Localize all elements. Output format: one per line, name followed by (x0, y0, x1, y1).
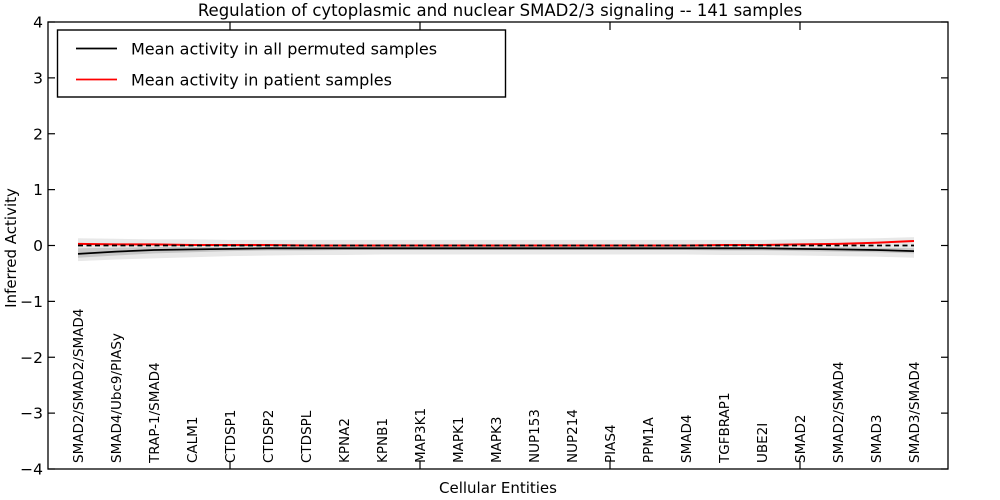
x-tick-label: MAP3K1 (413, 408, 429, 463)
y-tick-label: 1 (33, 181, 43, 199)
y-tick-label: 2 (33, 125, 43, 143)
x-tick-label: SMAD2/SMAD2/SMAD4 (71, 309, 87, 463)
x-tick-label: TRAP-1/SMAD4 (147, 362, 163, 464)
x-tick-label: MAPK3 (489, 417, 505, 463)
x-tick-label: CTDSP1 (223, 410, 239, 463)
x-tick-label: SMAD3/SMAD4 (907, 362, 923, 463)
x-tick-label: SMAD2 (793, 415, 809, 463)
x-tick-label: SMAD3 (869, 415, 885, 463)
legend-label-permuted: Mean activity in all permuted samples (131, 40, 437, 59)
y-tick-label: −1 (20, 293, 43, 311)
x-tick-label: NUP153 (527, 409, 543, 463)
y-tick-label: 4 (33, 14, 43, 32)
x-tick-label: KPNA2 (337, 418, 353, 463)
x-tick-label: SMAD4 (679, 415, 695, 463)
x-tick-label: CTDSP2 (261, 410, 277, 463)
x-tick-label: UBE2I (755, 423, 771, 463)
y-axis-label: Inferred Activity (2, 188, 20, 308)
chart-title: Regulation of cytoplasmic and nuclear SM… (198, 1, 802, 20)
x-tick-label: SMAD2/SMAD4 (831, 362, 847, 463)
axis-tick-labels: 4 3 2 1 0 −1 −2 −3 −4 SMAD2/SMAD2/SMAD4 SMAD4/Ubc9… (20, 14, 923, 479)
y-tick-label: 3 (33, 69, 43, 87)
series-line-0 (77, 247, 915, 255)
x-tick-label: TGFBRAP1 (717, 392, 733, 464)
permuted-activity-inner-band (78, 246, 914, 258)
legend-label-patient: Mean activity in patient samples (131, 71, 392, 90)
legend-box (56, 29, 507, 98)
y-tick-label: 0 (33, 237, 43, 255)
x-tick-label: MAPK1 (451, 417, 467, 463)
x-tick-label: PIAS4 (603, 424, 619, 463)
x-tick-label: KPNB1 (375, 418, 391, 463)
x-tick-label: SMAD4/Ubc9/PIASy (109, 333, 125, 463)
y-tick-label: −2 (20, 349, 43, 367)
x-axis-label: Cellular Entities (439, 479, 557, 497)
plot-frame (47, 21, 949, 470)
x-tick-label: CTDSPL (299, 410, 315, 463)
x-tick-label: NUP214 (565, 409, 581, 463)
y-tick-label: −4 (20, 461, 43, 479)
legend: Mean activity in all permuted samples Me… (56, 29, 507, 98)
x-tick-label: PPM1A (641, 416, 657, 463)
y-tick-label: −3 (20, 405, 43, 423)
x-tick-label: CALM1 (185, 417, 201, 463)
series-lines (77, 240, 915, 255)
